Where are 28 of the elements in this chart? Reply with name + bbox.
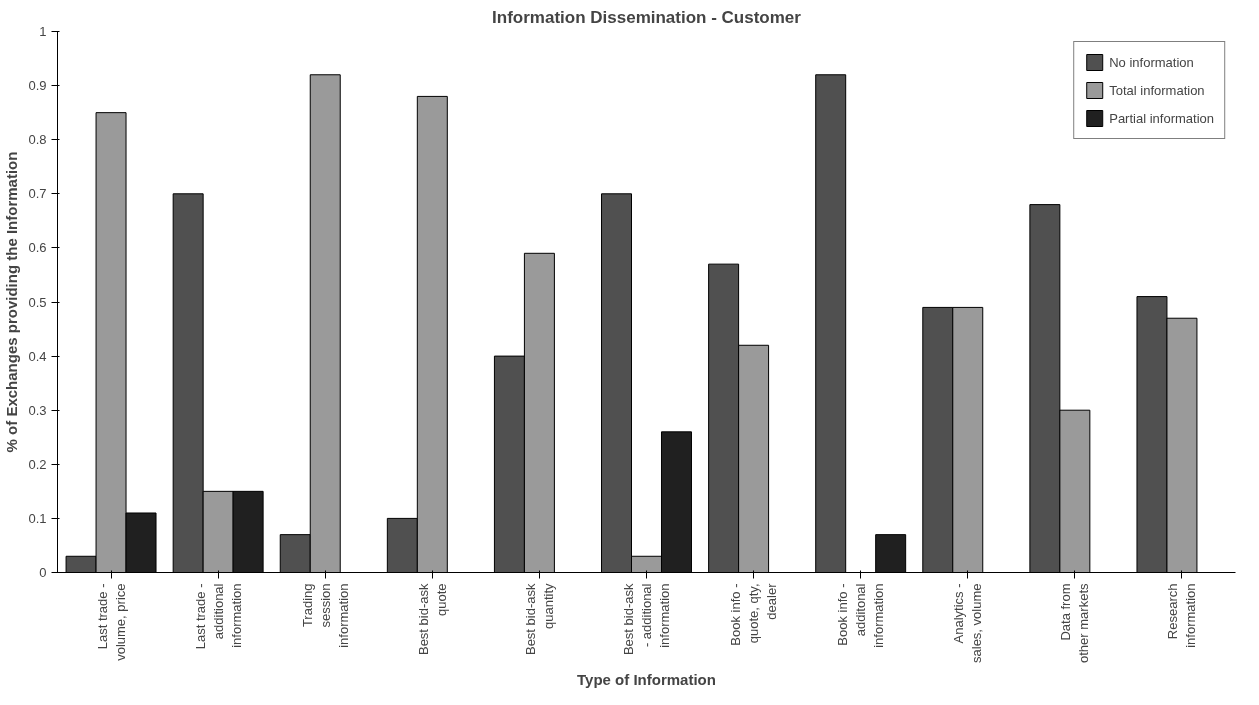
x-axis-title: Type of Information xyxy=(577,670,716,688)
x-tick-label: Research information xyxy=(1165,583,1199,648)
y-tick-label: 0.1 xyxy=(28,510,47,526)
legend-label: No information xyxy=(1109,54,1194,70)
y-tick-label: 0.3 xyxy=(28,402,47,418)
x-tick-label: Best bid-ask quantity xyxy=(522,583,556,656)
legend-label: Partial information xyxy=(1109,110,1214,126)
y-tick-label: 0.8 xyxy=(28,132,47,148)
y-tick-label: 0.6 xyxy=(28,240,47,256)
x-tick-label: Book info - quote, qty, dealer xyxy=(728,582,780,646)
y-tick-label: 0.5 xyxy=(28,294,47,310)
legend-label: Total information xyxy=(1109,82,1205,98)
y-tick-label: 0.9 xyxy=(28,78,47,94)
x-tick-label: Best bid-ask - additional information xyxy=(621,583,672,656)
x-tick-label: Last trade - additional information xyxy=(192,583,244,650)
x-tick-label: Data from other markets xyxy=(1058,583,1092,663)
x-tick-label: Book info - additonal information xyxy=(835,583,887,648)
y-tick-label: 0.7 xyxy=(28,186,47,202)
y-axis-title: % of Exchanges providing the Information xyxy=(3,151,21,453)
y-tick-label: 0.4 xyxy=(28,348,47,364)
x-tick-label: Last trade - volume, price xyxy=(94,583,128,661)
x-tick-label: Trading session information xyxy=(299,583,351,648)
y-tick-label: 1 xyxy=(39,24,47,39)
chart-title: Information Dissemination - Customer xyxy=(492,7,802,27)
x-tick-label: Best bid-ask quote xyxy=(415,583,449,656)
x-tick-label: Analytics - sales, volume xyxy=(951,583,985,663)
y-tick-label: 0.2 xyxy=(28,456,47,472)
y-tick-label: 0 xyxy=(39,565,47,580)
